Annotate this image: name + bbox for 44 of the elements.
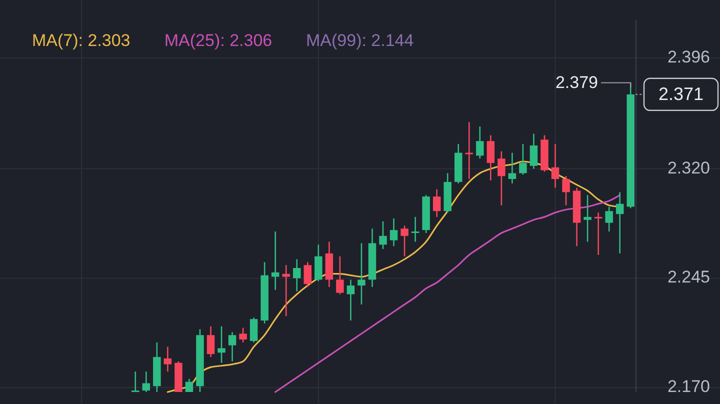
candlestick (562, 175, 570, 206)
candlestick (250, 316, 258, 344)
candlestick (271, 230, 280, 291)
candlestick (616, 191, 624, 254)
candlestick (476, 126, 484, 160)
text: MA(7): 2.303 (32, 31, 130, 50)
candlestick (498, 150, 506, 206)
text: 2.371 (658, 84, 704, 104)
candlestick (530, 133, 538, 170)
candlestick (432, 188, 441, 218)
candlestick (282, 264, 290, 317)
candlestick (411, 216, 420, 242)
candlestick (228, 332, 236, 362)
candlestick (519, 143, 527, 176)
candlestick (142, 370, 150, 393)
legend-label: MA(99): 2.144 (306, 31, 414, 50)
candlestick (218, 326, 226, 364)
y-tick-label: 2.320 (667, 158, 710, 178)
y-tick-label: 2.170 (667, 377, 710, 396)
candlestick (390, 218, 398, 247)
y-tick-label: 2.396 (667, 47, 710, 66)
candlestick (336, 256, 344, 295)
annotation: 2.379 (555, 73, 598, 92)
candlestick (206, 326, 215, 358)
candlestick (292, 258, 301, 292)
candlestick (314, 244, 322, 282)
text: MA(25): 2.306 (164, 31, 272, 50)
candlestick (164, 346, 172, 372)
candlestick (486, 134, 495, 182)
line-series (274, 194, 621, 393)
candlestick (239, 327, 247, 344)
candlestick (508, 152, 516, 184)
candlestick (594, 212, 602, 256)
candlestick (185, 378, 194, 393)
candlestick (358, 242, 366, 306)
candlestick (551, 143, 560, 188)
candlestick (584, 194, 592, 242)
candlestick (304, 262, 312, 288)
y-tick-label: 2.245 (667, 268, 710, 287)
candlestick (346, 279, 355, 322)
candlestick (132, 370, 140, 393)
candlestick (400, 225, 408, 257)
candlestick (379, 220, 387, 250)
candlestick (605, 206, 613, 232)
